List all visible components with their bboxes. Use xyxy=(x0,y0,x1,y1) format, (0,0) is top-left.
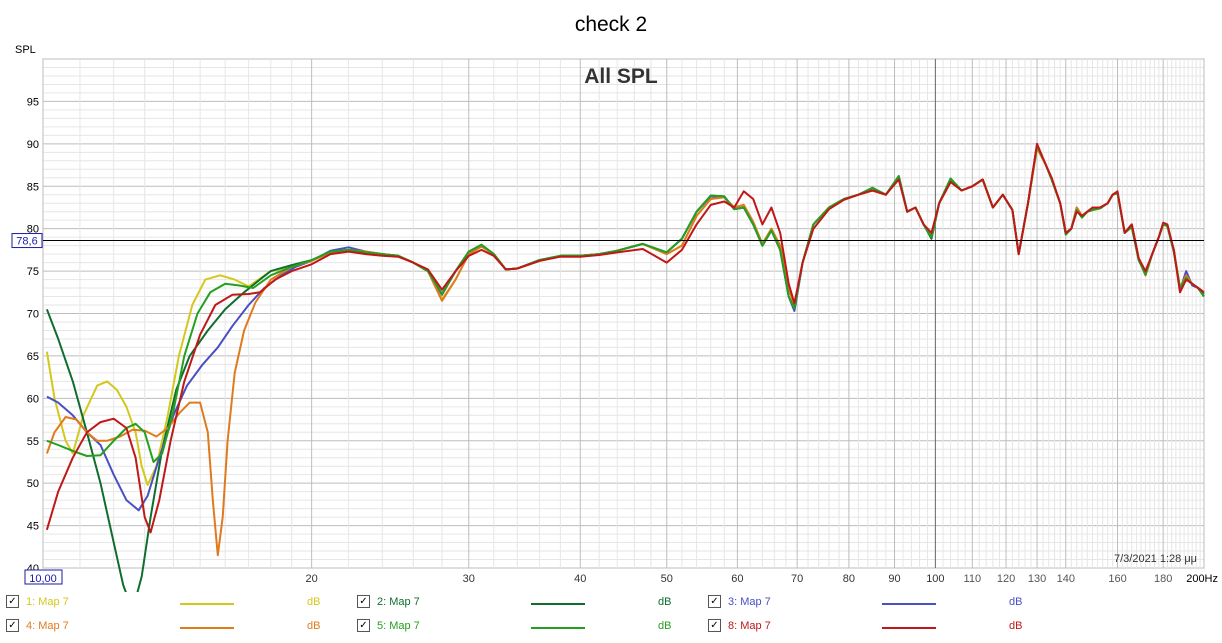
legend-unit: dB xyxy=(307,620,321,632)
legend-item[interactable]: ✓ 1: Map 7 dB xyxy=(6,592,346,612)
legend-unit: dB xyxy=(658,596,672,608)
chart-title: All SPL xyxy=(584,65,658,88)
x-tick-label: 90 xyxy=(888,573,900,585)
legend-label: 1: Map 7 xyxy=(26,596,69,608)
x-tick-label: 120 xyxy=(997,573,1015,585)
x-tick-label: 100 xyxy=(926,573,944,585)
x-tick-label: 40 xyxy=(574,573,586,585)
x-tick-label: 130 xyxy=(1028,573,1046,585)
y-tick-label: 70 xyxy=(27,309,39,321)
x-tick-label: 70 xyxy=(791,573,803,585)
y-tick-label: 95 xyxy=(27,96,39,108)
legend-unit: dB xyxy=(1009,596,1023,608)
legend-label: 3: Map 7 xyxy=(728,596,771,608)
legend-item[interactable]: ✓ 5: Map 7 dB xyxy=(357,616,697,636)
legend-item[interactable]: ✓ 8: Map 7 dB xyxy=(708,616,1048,636)
series-line-5 xyxy=(46,144,1205,463)
x-tick-label: 20 xyxy=(306,573,318,585)
legend-item[interactable]: ✓ 3: Map 7 dB xyxy=(708,592,1048,612)
legend-unit: dB xyxy=(307,596,321,608)
series-checkbox[interactable]: ✓ xyxy=(6,595,19,608)
x-tick-label: 50 xyxy=(661,573,673,585)
series-lines xyxy=(45,142,1205,592)
legend-swatch xyxy=(180,603,234,605)
series-checkbox[interactable]: ✓ xyxy=(357,619,370,632)
y-tick-label: 55 xyxy=(27,436,39,448)
legend-item[interactable]: ✓ 2: Map 7 dB xyxy=(357,592,697,612)
y-tick-label: 45 xyxy=(27,521,39,533)
legend-label: 4: Map 7 xyxy=(26,620,69,632)
y-tick-label: 75 xyxy=(27,266,39,278)
series-checkbox[interactable]: ✓ xyxy=(708,595,721,608)
x-tick-label: 180 xyxy=(1154,573,1172,585)
timestamp: 7/3/2021 1:28 μμ xyxy=(1114,553,1197,565)
series-checkbox[interactable]: ✓ xyxy=(708,619,721,632)
legend-unit: dB xyxy=(1009,620,1023,632)
series-line-6 xyxy=(45,142,1205,534)
x-tick-label: 30 xyxy=(463,573,475,585)
y-axis-label: SPL xyxy=(15,44,36,56)
x-tick-label: 60 xyxy=(731,573,743,585)
x-tick-label: 80 xyxy=(843,573,855,585)
x-min-value-box xyxy=(24,569,63,585)
x-tick-label: 10,00 xyxy=(29,573,57,585)
x-tick-label: 160 xyxy=(1108,573,1126,585)
x-tick-label: 200Hz xyxy=(1186,573,1218,585)
legend-item[interactable]: ✓ 4: Map 7 dB xyxy=(6,616,346,636)
legend: ✓ 1: Map 7 dB ✓ 2: Map 7 dB ✓ 3: Map 7 dB ✓ 4: Map… xyxy=(0,592,1222,643)
grid xyxy=(42,58,1205,569)
y-tick-label: 80 xyxy=(27,224,39,236)
legend-swatch xyxy=(882,603,936,605)
y-tick-label: 60 xyxy=(27,393,39,405)
page-title: check 2 xyxy=(575,13,647,36)
x-tick-label: 140 xyxy=(1057,573,1075,585)
y-tick-label: 90 xyxy=(27,139,39,151)
x-tick-labels: 10,00 20 30 40 50 60 70 80 90 100 110 120 130 140 160 1… xyxy=(24,569,1218,585)
legend-swatch xyxy=(882,627,936,629)
x-tick-label: 110 xyxy=(964,573,982,585)
legend-label: 5: Map 7 xyxy=(377,620,420,632)
legend-label: 8: Map 7 xyxy=(728,620,771,632)
y-tick-label: 50 xyxy=(27,478,39,490)
chart: check 2 SPL 78,6 40 45 50 55 60 65 70 75 80 85 90 9… xyxy=(11,13,1218,592)
legend-swatch xyxy=(180,627,234,629)
legend-unit: dB xyxy=(658,620,672,632)
y-tick-label: 65 xyxy=(27,351,39,363)
series-checkbox[interactable]: ✓ xyxy=(6,619,19,632)
legend-swatch xyxy=(531,627,585,629)
legend-swatch xyxy=(531,603,585,605)
cursor-value-box xyxy=(11,233,43,249)
series-checkbox[interactable]: ✓ xyxy=(357,595,370,608)
y-tick-label: 85 xyxy=(27,181,39,193)
legend-label: 2: Map 7 xyxy=(377,596,420,608)
cursor-value: 78,6 xyxy=(16,236,37,248)
